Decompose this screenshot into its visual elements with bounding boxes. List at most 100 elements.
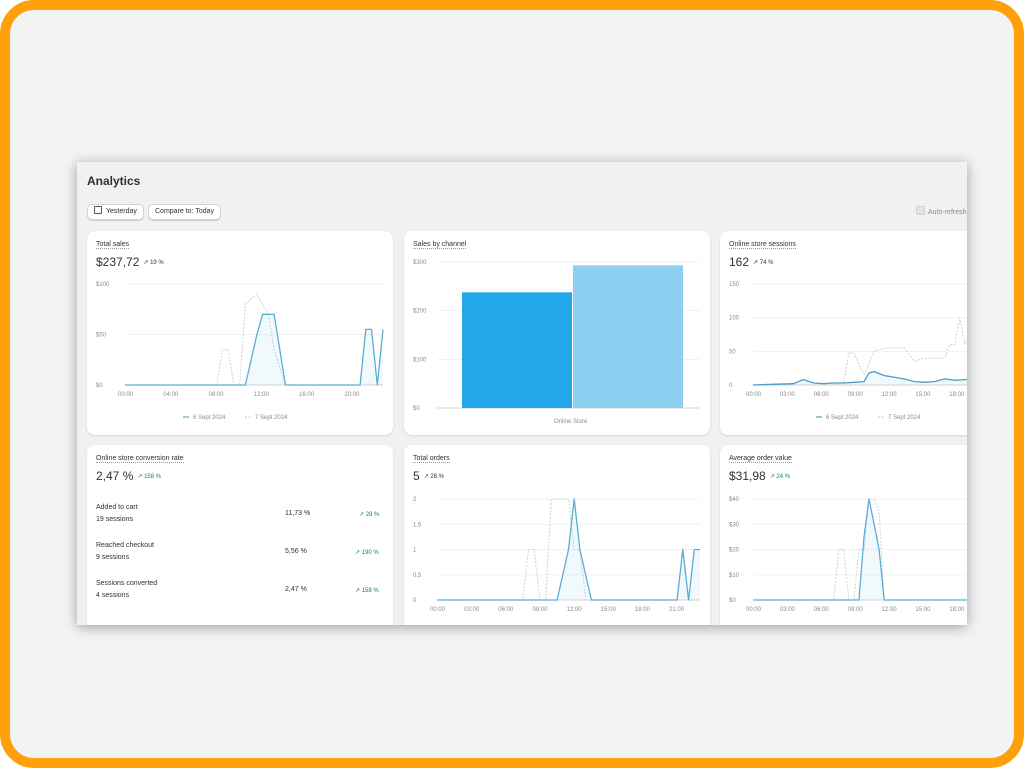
- total-sales-delta: ↗ 19 %: [143, 260, 164, 266]
- page-title: Analytics: [87, 174, 141, 188]
- y-tick-label: 0: [413, 598, 417, 604]
- y-tick-label: $30: [729, 522, 740, 528]
- y-tick-label: 1,5: [413, 522, 422, 528]
- aov-title[interactable]: Average order value: [729, 455, 792, 463]
- x-tick-label: 00:00: [430, 607, 446, 613]
- funnel-row-checkout: Reached checkout 9 sessions: [96, 540, 154, 564]
- total-sales-title[interactable]: Total sales: [96, 241, 130, 249]
- date-range-button[interactable]: Yesterday: [87, 204, 144, 220]
- series-line-comparison: [753, 317, 967, 386]
- x-tick-label: Online Store: [554, 419, 588, 425]
- x-tick-label: 12:00: [882, 392, 898, 398]
- conversion-amount: 2,47 %: [96, 469, 134, 483]
- legend-label: 6 Sept 2024: [193, 415, 226, 421]
- funnel-value: 11,73 %: [285, 510, 311, 517]
- aov-delta: ↗ 24 %: [769, 474, 791, 480]
- x-tick-label: 16:00: [299, 392, 315, 398]
- y-tick-label: $100: [96, 282, 110, 288]
- x-tick-label: 09:00: [848, 607, 864, 613]
- x-tick-label: 12:00: [882, 607, 898, 613]
- x-tick-label: 12:00: [254, 392, 270, 398]
- x-tick-label: 06:00: [498, 607, 514, 613]
- conversion-delta-value: 158 %: [144, 474, 162, 480]
- compare-label: Compare to: Today: [155, 208, 215, 215]
- sessions-amount: 162: [729, 255, 750, 269]
- total-sales-value: $237,72 ↗ 19 %: [96, 255, 164, 269]
- funnel-sessions: 4 sessions: [96, 592, 130, 599]
- total-sales-card[interactable]: Total sales $237,72 ↗ 19 % $100 $50 $0 00:00…: [87, 231, 393, 435]
- y-tick-label: $200: [413, 309, 427, 315]
- funnel-delta: ↗ 158 %: [355, 588, 379, 594]
- conversion-title[interactable]: Online store conversion rate: [96, 455, 184, 463]
- sessions-chart: 150 100 50 0 00:00 03:00 06:00 09:00 12:00 15:00 1…: [729, 282, 967, 421]
- x-tick-label: 00:00: [746, 392, 762, 398]
- funnel-sessions: 19 sessions: [96, 516, 133, 523]
- x-tick-label: 20:00: [344, 392, 360, 398]
- y-tick-label: $100: [413, 357, 427, 363]
- sales-by-channel-chart: $300 $200 $100 $0 Online Store: [413, 260, 700, 425]
- auto-refresh-checkbox[interactable]: [916, 206, 925, 215]
- y-tick-label: 1: [413, 548, 417, 554]
- sessions-value: 162 ↗ 74 %: [729, 255, 773, 269]
- orders-delta: ↗ 28 %: [423, 474, 445, 480]
- x-tick-label: 15:00: [915, 392, 931, 398]
- y-tick-label: 150: [729, 282, 740, 288]
- y-tick-label: 100: [729, 316, 740, 322]
- x-tick-label: 03:00: [780, 392, 796, 398]
- orders-title[interactable]: Total orders: [413, 455, 450, 463]
- bar: [573, 265, 683, 408]
- bar: [462, 292, 572, 408]
- sessions-delta: ↗ 74 %: [753, 260, 774, 266]
- funnel-label: Added to cart: [96, 504, 138, 511]
- sessions-delta-value: 74 %: [759, 260, 774, 266]
- y-tick-label: $0: [729, 598, 736, 604]
- series-line-current: [753, 498, 967, 601]
- aov-chart: $40 $30 $20 $10 $0 00:00 03:00 06:00 09:00 12:00 1…: [729, 497, 967, 613]
- series-line-current: [752, 370, 967, 386]
- orders-amount: 5: [413, 469, 420, 483]
- calendar-icon: [94, 206, 102, 214]
- sales-by-channel-title[interactable]: Sales by channel: [413, 241, 467, 249]
- x-tick-label: 06:00: [814, 392, 830, 398]
- auto-refresh-toggle[interactable]: Auto-refresh: [916, 206, 967, 216]
- sessions-card[interactable]: Online store sessions 162 ↗ 74 % 150 100 50…: [720, 231, 967, 435]
- funnel-delta-value: 158 %: [361, 588, 379, 594]
- x-tick-label: 15:00: [601, 607, 617, 613]
- y-tick-label: 2: [413, 497, 417, 503]
- sales-by-channel-card[interactable]: Sales by channel $300 $200 $100 $0 Online St…: [404, 231, 710, 435]
- legend-label: 6 Sept 2024: [826, 415, 859, 421]
- x-tick-label: 18:00: [949, 607, 965, 613]
- x-tick-label: 00:00: [746, 607, 762, 613]
- total-sales-delta-value: 19 %: [150, 260, 164, 266]
- y-tick-label: $0: [413, 406, 420, 412]
- funnel-label: Sessions converted: [96, 580, 158, 587]
- auto-refresh-label: Auto-refresh: [928, 209, 967, 216]
- x-tick-label: 08:00: [209, 392, 225, 398]
- y-tick-label: 0: [729, 383, 733, 389]
- funnel-sessions: 9 sessions: [96, 554, 130, 561]
- y-tick-label: $20: [729, 548, 740, 554]
- x-tick-label: 09:00: [848, 392, 864, 398]
- compare-button[interactable]: Compare to: Today: [148, 204, 222, 220]
- total-orders-card[interactable]: Total orders 5 ↗ 28 % 2 1,5 1 0,5 0 00:00 03:00…: [404, 445, 710, 625]
- aov-delta-value: 24 %: [776, 474, 791, 480]
- sessions-title[interactable]: Online store sessions: [729, 241, 796, 249]
- y-tick-label: $300: [413, 260, 427, 266]
- conversion-delta: ↗ 158 %: [137, 474, 162, 480]
- series-line-current: [125, 313, 384, 386]
- legend-label: 7 Sept 2024: [255, 415, 288, 421]
- funnel-row-cart: Added to cart 19 sessions: [96, 502, 138, 526]
- conversion-rate-card[interactable]: Online store conversion rate 2,47 % ↗ 158…: [87, 445, 393, 625]
- conversion-value: 2,47 % ↗ 158 %: [96, 469, 161, 483]
- y-tick-label: $10: [729, 573, 740, 579]
- funnel-value: 5,56 %: [285, 548, 307, 555]
- average-order-value-card[interactable]: Average order value $31,98 ↗ 24 % $40 $30 $…: [720, 445, 967, 625]
- funnel-label: Reached checkout: [96, 542, 154, 549]
- funnel-delta-value: 28 %: [365, 512, 380, 518]
- date-range-label: Yesterday: [106, 208, 137, 215]
- y-tick-label: 0,5: [413, 573, 422, 579]
- orders-chart: 2 1,5 1 0,5 0 00:00 03:00 06:00 09:00 12:00 15:00 1…: [413, 497, 700, 613]
- x-tick-label: 06:00: [814, 607, 830, 613]
- x-tick-label: 21:00: [669, 607, 685, 613]
- total-sales-chart: $100 $50 $0 00:00 04:00 08:00 12:00 16:00 20:00 6…: [96, 282, 384, 421]
